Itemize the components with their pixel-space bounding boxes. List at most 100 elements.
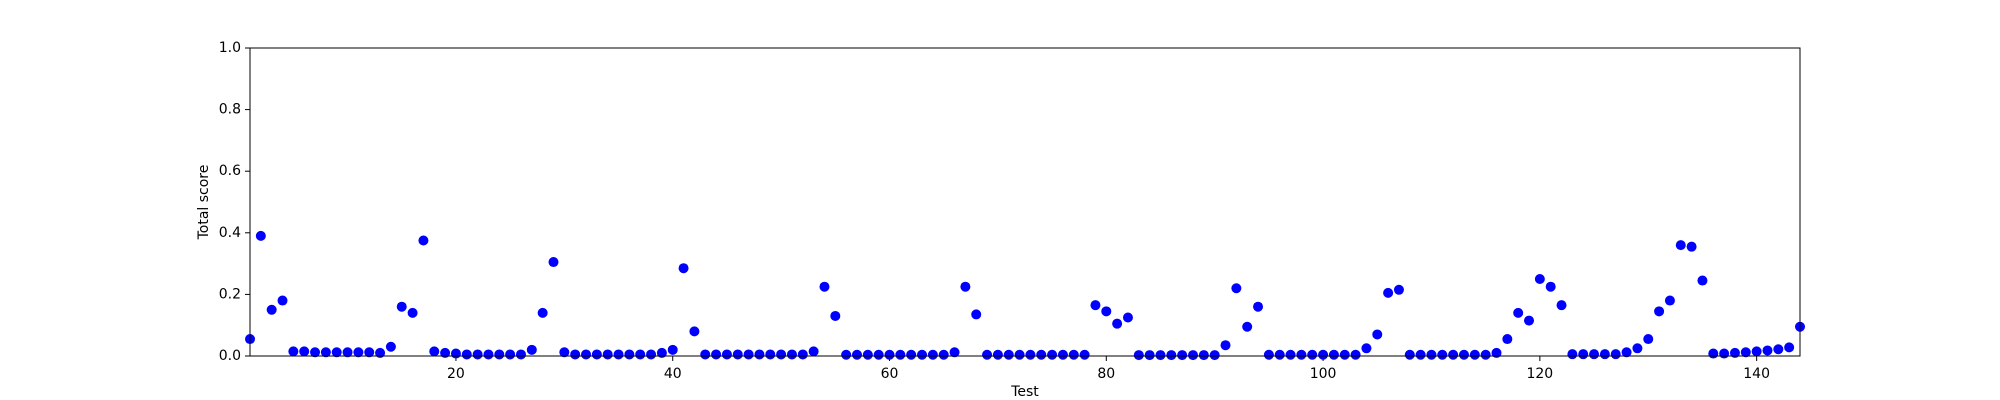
- point: [873, 349, 884, 360]
- point: [1177, 350, 1188, 361]
- point: [1729, 347, 1740, 358]
- point: [765, 349, 776, 360]
- point: [1567, 349, 1578, 360]
- point: [1404, 349, 1415, 360]
- point: [1437, 349, 1448, 360]
- point: [418, 235, 429, 246]
- point: [1664, 295, 1675, 306]
- point: [353, 347, 364, 358]
- point: [396, 301, 407, 312]
- point: [1036, 349, 1047, 360]
- point: [754, 349, 765, 360]
- point: [862, 349, 873, 360]
- x-tick-label: 140: [1743, 366, 1770, 382]
- point: [1274, 349, 1285, 360]
- point: [851, 349, 862, 360]
- point: [472, 349, 483, 360]
- point: [1458, 349, 1469, 360]
- point: [1556, 300, 1567, 311]
- point: [1643, 334, 1654, 345]
- point: [1740, 347, 1751, 358]
- point: [971, 309, 982, 320]
- point: [1415, 349, 1426, 360]
- point: [320, 347, 331, 358]
- point: [1307, 349, 1318, 360]
- x-axis-label: Test: [1010, 384, 1039, 400]
- point: [288, 346, 299, 357]
- point: [1697, 275, 1708, 286]
- point: [1751, 346, 1762, 357]
- point: [494, 349, 505, 360]
- point: [1068, 349, 1079, 360]
- point: [1393, 284, 1404, 295]
- point: [1448, 349, 1459, 360]
- point: [1133, 350, 1144, 361]
- x-tick-label: 40: [664, 366, 682, 382]
- point: [1339, 349, 1350, 360]
- point: [1469, 349, 1480, 360]
- y-tick-label: 0.6: [219, 163, 241, 179]
- point: [808, 346, 819, 357]
- point: [1122, 312, 1133, 323]
- point: [1372, 329, 1383, 340]
- point: [1491, 347, 1502, 358]
- point: [992, 349, 1003, 360]
- point: [624, 349, 635, 360]
- y-tick-label: 0.4: [219, 225, 241, 241]
- point: [841, 349, 852, 360]
- point: [895, 349, 906, 360]
- point: [1524, 315, 1535, 326]
- point: [331, 347, 342, 358]
- point: [1166, 350, 1177, 361]
- point: [938, 349, 949, 360]
- point: [1318, 349, 1329, 360]
- point: [732, 349, 743, 360]
- point: [721, 349, 732, 360]
- point: [927, 349, 938, 360]
- y-tick-label: 0.2: [219, 286, 241, 302]
- point: [711, 349, 722, 360]
- point: [277, 295, 288, 306]
- y-tick-label: 0.0: [219, 348, 241, 364]
- point: [440, 347, 451, 358]
- point: [1762, 345, 1773, 356]
- point: [483, 349, 494, 360]
- point: [1101, 306, 1112, 317]
- point: [1350, 349, 1361, 360]
- point: [581, 349, 592, 360]
- point: [1188, 350, 1199, 361]
- point: [786, 349, 797, 360]
- point: [1599, 349, 1610, 360]
- point: [461, 349, 472, 360]
- point: [1155, 350, 1166, 361]
- point: [1426, 349, 1437, 360]
- x-tick-label: 120: [1526, 366, 1553, 382]
- point: [1253, 301, 1264, 312]
- x-tick-label: 100: [1310, 366, 1337, 382]
- point: [537, 307, 548, 318]
- point: [884, 349, 895, 360]
- point: [1025, 349, 1036, 360]
- point: [646, 349, 657, 360]
- point: [407, 307, 418, 318]
- point: [1383, 287, 1394, 298]
- point: [797, 349, 808, 360]
- point: [917, 349, 928, 360]
- point: [1773, 344, 1784, 355]
- point: [385, 341, 396, 352]
- y-tick-label: 1.0: [219, 40, 241, 56]
- point: [906, 349, 917, 360]
- point: [1632, 343, 1643, 354]
- point: [310, 347, 321, 358]
- point: [342, 347, 353, 358]
- point: [364, 347, 375, 358]
- point: [1610, 349, 1621, 360]
- point: [656, 347, 667, 358]
- point: [1144, 350, 1155, 361]
- point: [591, 349, 602, 360]
- point: [1112, 318, 1123, 329]
- y-axis-label: Total score: [196, 165, 212, 241]
- point: [700, 349, 711, 360]
- point: [1502, 334, 1513, 345]
- point: [982, 349, 993, 360]
